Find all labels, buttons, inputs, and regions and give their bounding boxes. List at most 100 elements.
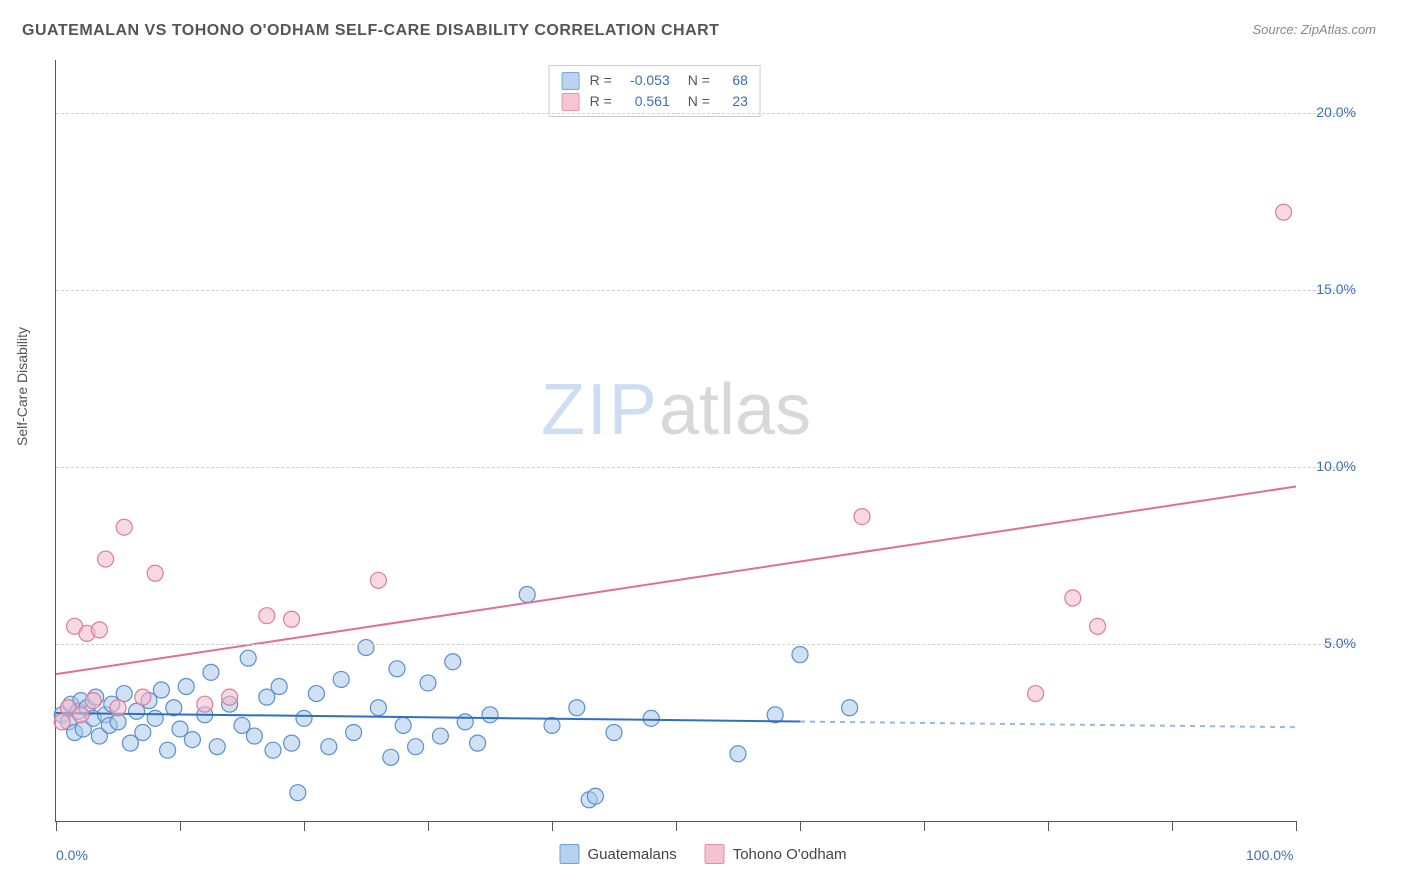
scatter-point-guatemalans — [519, 586, 535, 602]
x-tick — [1296, 821, 1297, 831]
scatter-point-guatemalans — [346, 725, 362, 741]
scatter-point-tohono — [116, 519, 132, 535]
stats-legend: R = -0.053 N = 68 R = 0.561 N = 23 — [549, 65, 761, 117]
scatter-point-tohono — [854, 509, 870, 525]
grid-line — [56, 113, 1356, 114]
scatter-point-guatemalans — [457, 714, 473, 730]
scatter-point-guatemalans — [271, 678, 287, 694]
scatter-point-guatemalans — [333, 671, 349, 687]
scatter-point-tohono — [197, 696, 213, 712]
scatter-point-guatemalans — [358, 640, 374, 656]
scatter-point-guatemalans — [408, 739, 424, 755]
trend-line-tohono — [56, 487, 1296, 675]
stats-row-tohono: R = 0.561 N = 23 — [562, 91, 748, 112]
scatter-point-guatemalans — [184, 732, 200, 748]
grid-line — [56, 467, 1356, 468]
scatter-point-tohono — [259, 608, 275, 624]
scatter-point-tohono — [110, 700, 126, 716]
x-tick — [180, 821, 181, 831]
x-tick-label: 100.0% — [1246, 847, 1293, 863]
scatter-point-guatemalans — [240, 650, 256, 666]
scatter-point-tohono — [85, 693, 101, 709]
scatter-point-tohono — [91, 622, 107, 638]
scatter-point-tohono — [1028, 686, 1044, 702]
scatter-point-guatemalans — [383, 749, 399, 765]
scatter-point-tohono — [1276, 204, 1292, 220]
x-tick — [1048, 821, 1049, 831]
stats-r-value-guatemalans: -0.053 — [622, 70, 670, 91]
x-tick — [552, 821, 553, 831]
x-tick-label: 0.0% — [56, 847, 88, 863]
plot-region: ZIPatlas R = -0.053 N = 68 R = 0.561 N =… — [55, 60, 1296, 822]
x-tick — [1172, 821, 1173, 831]
stats-n-value-tohono: 23 — [720, 91, 748, 112]
chart-title: GUATEMALAN VS TOHONO O'ODHAM SELF-CARE D… — [22, 22, 719, 40]
source-label: Source: ZipAtlas.com — [1252, 22, 1376, 37]
grid-line — [56, 290, 1356, 291]
scatter-point-tohono — [284, 611, 300, 627]
scatter-point-guatemalans — [792, 647, 808, 663]
scatter-point-guatemalans — [544, 717, 560, 733]
scatter-point-guatemalans — [203, 664, 219, 680]
y-tick-label: 5.0% — [1324, 635, 1356, 651]
stats-swatch-tohono — [562, 93, 580, 111]
x-tick — [676, 821, 677, 831]
stats-r-label: R = — [590, 70, 612, 91]
scatter-point-guatemalans — [265, 742, 281, 758]
scatter-point-guatemalans — [135, 725, 151, 741]
scatter-point-guatemalans — [147, 710, 163, 726]
scatter-point-guatemalans — [290, 785, 306, 801]
plot-svg — [56, 60, 1296, 821]
scatter-point-guatemalans — [482, 707, 498, 723]
scatter-point-tohono — [98, 551, 114, 567]
scatter-point-guatemalans — [470, 735, 486, 751]
legend-item-guatemalans: Guatemalans — [560, 844, 677, 864]
stats-n-value-guatemalans: 68 — [720, 70, 748, 91]
x-tick — [56, 821, 57, 831]
scatter-point-tohono — [1065, 590, 1081, 606]
scatter-point-guatemalans — [209, 739, 225, 755]
scatter-point-guatemalans — [420, 675, 436, 691]
stats-r-value-tohono: 0.561 — [622, 91, 670, 112]
x-tick — [800, 821, 801, 831]
scatter-point-tohono — [370, 572, 386, 588]
scatter-point-guatemalans — [308, 686, 324, 702]
trend-line-guatemalans — [56, 713, 800, 721]
scatter-point-guatemalans — [178, 678, 194, 694]
scatter-point-guatemalans — [284, 735, 300, 751]
scatter-point-tohono — [222, 689, 238, 705]
y-axis-label: Self-Care Disability — [14, 327, 30, 446]
legend-label-tohono: Tohono O'odham — [733, 846, 847, 863]
scatter-point-guatemalans — [445, 654, 461, 670]
stats-r-label: R = — [590, 91, 612, 112]
scatter-point-guatemalans — [587, 788, 603, 804]
stats-row-guatemalans: R = -0.053 N = 68 — [562, 70, 748, 91]
x-tick — [428, 821, 429, 831]
legend-item-tohono: Tohono O'odham — [705, 844, 847, 864]
scatter-point-tohono — [1090, 618, 1106, 634]
stats-n-label: N = — [688, 91, 710, 112]
scatter-point-guatemalans — [153, 682, 169, 698]
scatter-point-guatemalans — [370, 700, 386, 716]
series-legend: Guatemalans Tohono O'odham — [560, 844, 847, 864]
x-tick — [924, 821, 925, 831]
scatter-point-guatemalans — [730, 746, 746, 762]
legend-swatch-tohono — [705, 844, 725, 864]
stats-n-label: N = — [688, 70, 710, 91]
trend-line-dashed-guatemalans — [800, 722, 1296, 728]
grid-line — [56, 644, 1356, 645]
scatter-point-guatemalans — [643, 710, 659, 726]
scatter-point-guatemalans — [321, 739, 337, 755]
scatter-point-tohono — [73, 707, 89, 723]
stats-swatch-guatemalans — [562, 72, 580, 90]
scatter-point-guatemalans — [432, 728, 448, 744]
legend-label-guatemalans: Guatemalans — [588, 846, 677, 863]
y-tick-label: 20.0% — [1316, 104, 1356, 120]
scatter-point-guatemalans — [389, 661, 405, 677]
scatter-point-guatemalans — [842, 700, 858, 716]
scatter-point-guatemalans — [160, 742, 176, 758]
y-tick-label: 15.0% — [1316, 281, 1356, 297]
scatter-point-guatemalans — [569, 700, 585, 716]
scatter-point-tohono — [147, 565, 163, 581]
y-tick-label: 10.0% — [1316, 458, 1356, 474]
